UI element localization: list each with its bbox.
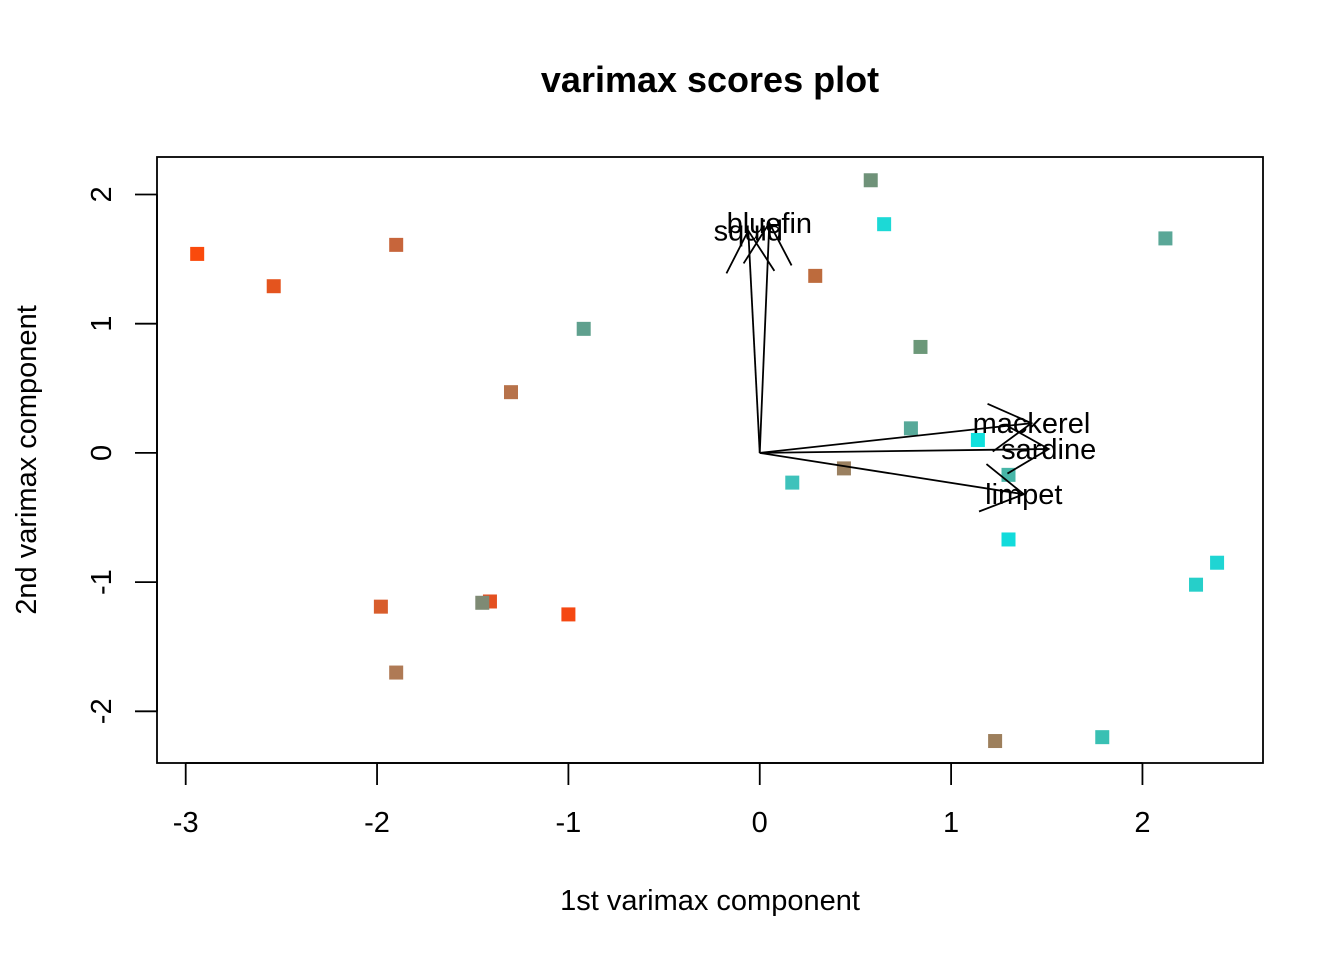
score-point: [877, 217, 892, 232]
x-tick-label: 0: [752, 807, 768, 839]
loading-arrow: [759, 452, 1024, 496]
x-tick-label: -1: [556, 807, 582, 839]
y-axis: -2 -1 0 1 2: [86, 186, 158, 724]
loading-arrow: [747, 230, 761, 453]
loading-arrow: [758, 222, 771, 453]
loading-label: bluefin: [727, 208, 812, 240]
x-tick-label: 2: [1134, 807, 1150, 839]
score-point: [561, 607, 576, 622]
score-point: [389, 665, 404, 680]
score-point: [373, 599, 388, 614]
loading-label: mackerel: [973, 408, 1091, 440]
score-point: [503, 385, 518, 400]
score-point: [475, 595, 490, 610]
score-point: [913, 339, 928, 354]
y-tick-label: 2: [86, 186, 118, 202]
x-axis: -3 -2 -1 0 1 2: [173, 762, 1151, 839]
loading-arrow: [759, 448, 1049, 454]
plot-frame: [156, 156, 1264, 764]
y-tick-label: 0: [86, 445, 118, 461]
loading-arrowhead: [725, 228, 776, 274]
score-points: [190, 173, 1225, 749]
x-axis-label: 1st varimax component: [560, 885, 860, 917]
score-point: [970, 432, 985, 447]
chart-title: varimax scores plot: [541, 59, 879, 100]
loading-arrowhead: [987, 403, 1034, 453]
loading-arrowhead: [1006, 424, 1051, 475]
x-tick-label: 1: [943, 807, 959, 839]
score-point: [1158, 231, 1173, 246]
loading-label: sardine: [1001, 434, 1096, 466]
y-axis-label: 2nd varimax component: [11, 305, 43, 615]
score-point: [266, 279, 281, 294]
score-point: [576, 321, 591, 336]
y-tick-label: -2: [86, 698, 118, 724]
loading-label: limpet: [985, 479, 1062, 511]
score-point: [190, 246, 205, 261]
loading-arrowhead: [742, 221, 793, 266]
score-point: [988, 734, 1003, 749]
y-tick-label: -1: [86, 569, 118, 595]
score-point: [1095, 730, 1110, 745]
x-tick-label: -2: [364, 807, 390, 839]
score-point: [389, 237, 404, 252]
loading-arrow: [759, 422, 1032, 454]
score-point: [836, 461, 851, 476]
x-tick-label: -3: [173, 807, 199, 839]
score-point: [808, 268, 823, 283]
score-point: [1189, 577, 1204, 592]
loading-label: squid: [714, 216, 783, 248]
score-point: [903, 421, 918, 436]
score-point: [1001, 532, 1016, 547]
score-point: [863, 173, 878, 188]
loading-arrowhead: [978, 463, 1026, 513]
y-tick-label: 1: [86, 316, 118, 332]
score-point: [785, 475, 800, 490]
score-point: [1210, 555, 1225, 570]
